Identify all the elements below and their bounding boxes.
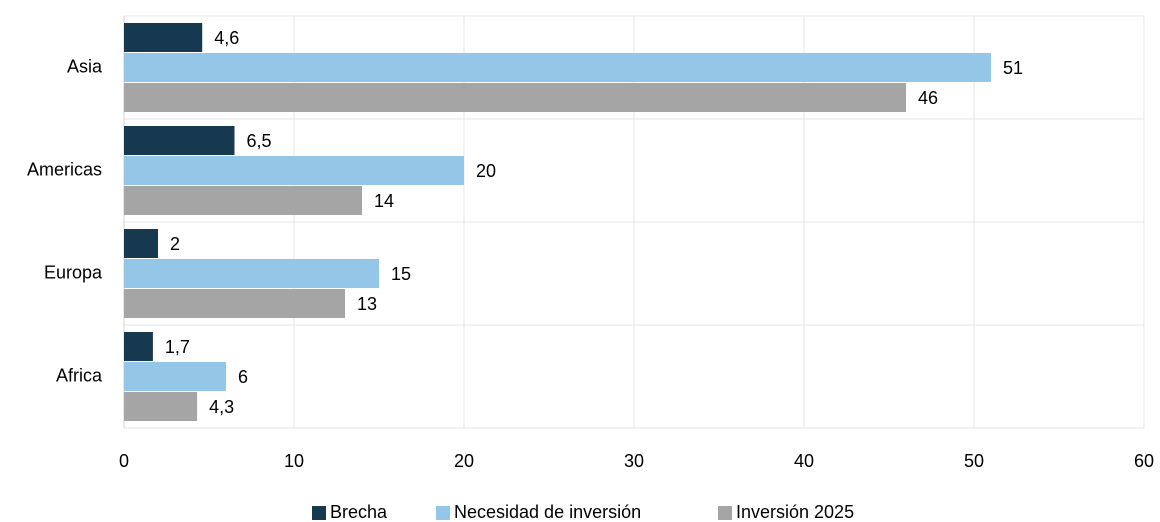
legend-swatch (436, 506, 450, 520)
data-label: 46 (918, 88, 938, 108)
x-tick-label: 20 (454, 451, 474, 471)
legend-swatch (312, 506, 326, 520)
y-tick-label: Europa (44, 262, 103, 282)
bar (124, 126, 235, 155)
data-label: 1,7 (165, 337, 190, 357)
data-label: 51 (1003, 58, 1023, 78)
data-label: 20 (476, 161, 496, 181)
x-tick-label: 60 (1134, 451, 1154, 471)
data-label: 13 (357, 294, 377, 314)
legend-label: Brecha (330, 502, 388, 522)
bar (124, 53, 991, 82)
y-tick-label: Asia (67, 56, 103, 76)
bar (124, 392, 198, 421)
x-tick-label: 30 (624, 451, 644, 471)
bar (124, 229, 158, 258)
x-tick-label: 40 (794, 451, 814, 471)
bar (124, 156, 464, 185)
bar (124, 259, 379, 288)
legend-label: Inversión 2025 (736, 502, 854, 522)
data-label: 15 (391, 264, 411, 284)
y-tick-label: Americas (27, 159, 102, 179)
bar (124, 362, 226, 391)
x-tick-label: 0 (119, 451, 129, 471)
bar (124, 23, 203, 52)
x-tick-label: 50 (964, 451, 984, 471)
data-label: 4,6 (214, 28, 239, 48)
data-label: 6 (238, 367, 248, 387)
bar (124, 332, 153, 361)
data-label: 6,5 (247, 131, 272, 151)
legend-swatch (718, 506, 732, 520)
y-tick-label: Africa (56, 365, 103, 385)
data-label: 14 (374, 191, 394, 211)
bar (124, 83, 906, 112)
x-tick-label: 10 (284, 451, 304, 471)
data-label: 4,3 (209, 397, 234, 417)
data-label: 2 (170, 234, 180, 254)
legend-label: Necesidad de inversión (454, 502, 641, 522)
bar (124, 186, 362, 215)
bar (124, 289, 345, 318)
